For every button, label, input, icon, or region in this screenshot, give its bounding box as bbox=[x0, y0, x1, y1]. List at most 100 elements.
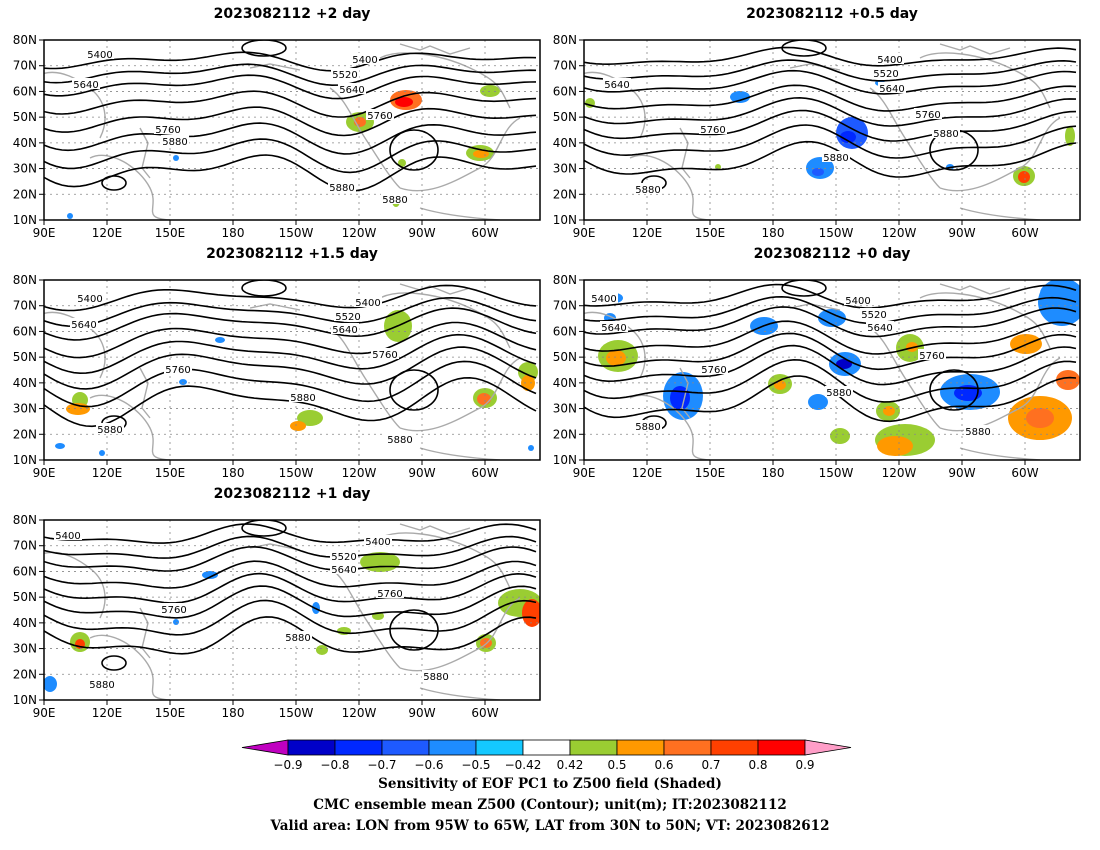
lat-tick-label: 70N bbox=[13, 299, 37, 313]
sensitivity-patch bbox=[173, 619, 179, 625]
lon-tick-label: 90W bbox=[408, 706, 435, 720]
z500-contour bbox=[584, 295, 1077, 325]
sensitivity-patch bbox=[173, 155, 179, 161]
z500-contour bbox=[44, 572, 537, 604]
colorbar-cell bbox=[522, 739, 571, 756]
lat-tick-label: 30N bbox=[13, 162, 37, 176]
contour-label-bg bbox=[932, 127, 960, 138]
z500-contour bbox=[44, 321, 537, 359]
contour-label: 5400 bbox=[591, 294, 616, 305]
colorbar-triangle-left bbox=[241, 739, 289, 756]
contour-label: 5760 bbox=[701, 365, 726, 376]
contour-label-bg bbox=[72, 78, 100, 89]
colorbar-cell bbox=[287, 739, 336, 756]
sensitivity-patch bbox=[202, 571, 218, 579]
sensitivity-patch bbox=[1040, 281, 1080, 305]
contour-label-bg bbox=[88, 678, 116, 689]
lat-tick-label: 50N bbox=[553, 110, 577, 124]
lat-tick-label: 50N bbox=[13, 110, 37, 124]
map-frame bbox=[583, 39, 1081, 221]
z500-contour bbox=[584, 84, 1077, 112]
coastline bbox=[379, 532, 511, 589]
contour-label-bg bbox=[422, 670, 450, 681]
contour-label: 5520 bbox=[332, 70, 357, 81]
lon-tick-label: 150E bbox=[155, 706, 186, 720]
colorbar-cell bbox=[381, 739, 430, 756]
lon-tick-label: 180 bbox=[222, 226, 245, 240]
panel-title: 2023082112 +1.5 day bbox=[206, 246, 378, 262]
contour-label: 5880 bbox=[329, 183, 354, 194]
sensitivity-patch bbox=[477, 393, 491, 405]
coastline bbox=[629, 394, 711, 460]
contour-label-bg bbox=[351, 53, 379, 64]
contour-label-bg bbox=[878, 82, 906, 93]
z500-contour bbox=[584, 59, 1077, 82]
colorbar-label: 0.5 bbox=[607, 758, 626, 772]
contour-label-bg bbox=[331, 68, 359, 79]
contour-label-bg bbox=[164, 363, 192, 374]
contour-label: 5400 bbox=[845, 296, 870, 307]
z500-contour bbox=[44, 51, 537, 72]
contour-label-bg bbox=[825, 386, 853, 397]
colorbar-label: 0.7 bbox=[701, 758, 720, 772]
lat-tick-label: 20N bbox=[553, 427, 577, 441]
z500-contour bbox=[781, 40, 827, 57]
lat-tick-label: 50N bbox=[13, 350, 37, 364]
z500-contour bbox=[44, 346, 537, 390]
coastline bbox=[379, 292, 511, 349]
lat-tick-label: 10N bbox=[553, 453, 577, 467]
sensitivity-patch bbox=[1065, 126, 1075, 146]
contour-label: 5880 bbox=[635, 185, 660, 196]
lon-tick-label: 90E bbox=[33, 226, 56, 240]
contour-label: 5400 bbox=[352, 55, 377, 66]
lon-tick-label: 90W bbox=[948, 466, 975, 480]
sensitivity-patch bbox=[55, 443, 65, 449]
coastline bbox=[399, 357, 521, 432]
z500-contour bbox=[584, 332, 1077, 371]
z500-contour bbox=[44, 360, 537, 408]
contour-label: 5640 bbox=[332, 325, 357, 336]
coastline bbox=[629, 154, 711, 220]
lon-tick-label: 150W bbox=[279, 226, 314, 240]
sensitivity-patch bbox=[840, 131, 856, 143]
lon-tick-label: 180 bbox=[762, 466, 785, 480]
contour-label: 5400 bbox=[55, 531, 80, 542]
lat-tick-label: 40N bbox=[13, 616, 37, 630]
contour-label: 5880 bbox=[823, 153, 848, 164]
z500-contour bbox=[584, 306, 1077, 338]
lon-tick-label: 90W bbox=[948, 226, 975, 240]
coastline bbox=[939, 283, 1011, 295]
contour-label-bg bbox=[366, 109, 394, 120]
lon-tick-label: 60W bbox=[471, 706, 498, 720]
z500-contour bbox=[44, 616, 537, 655]
lat-tick-label: 70N bbox=[13, 539, 37, 553]
contour-label-bg bbox=[364, 535, 392, 546]
contour-label: 5760 bbox=[161, 605, 186, 616]
coastline bbox=[919, 52, 1051, 109]
sensitivity-patch bbox=[215, 337, 225, 343]
contour-label-bg bbox=[371, 348, 399, 359]
lat-tick-label: 40N bbox=[553, 136, 577, 150]
contour-label: 5880 bbox=[162, 137, 187, 148]
sensitivity-patch bbox=[395, 97, 413, 107]
z500-contour bbox=[584, 344, 1077, 386]
colorbar-cell bbox=[663, 739, 712, 756]
z500-contour bbox=[44, 154, 537, 192]
contour-label: 5880 bbox=[290, 393, 315, 404]
lon-tick-label: 180 bbox=[222, 706, 245, 720]
lat-tick-label: 30N bbox=[553, 162, 577, 176]
lat-tick-label: 60N bbox=[553, 84, 577, 98]
contour-label: 5760 bbox=[700, 125, 725, 136]
lon-tick-label: 150W bbox=[819, 466, 854, 480]
panel-title: 2023082112 +0.5 day bbox=[746, 6, 918, 22]
sensitivity-patch bbox=[521, 375, 535, 391]
contour-label-bg bbox=[700, 363, 728, 374]
lon-tick-label: 60W bbox=[471, 226, 498, 240]
z500-contour bbox=[584, 69, 1077, 95]
z500-contour bbox=[241, 520, 287, 537]
coastline bbox=[399, 117, 521, 192]
lon-tick-label: 180 bbox=[222, 466, 245, 480]
panel-title: 2023082112 +2 day bbox=[213, 6, 371, 22]
lon-tick-label: 120W bbox=[882, 226, 917, 240]
